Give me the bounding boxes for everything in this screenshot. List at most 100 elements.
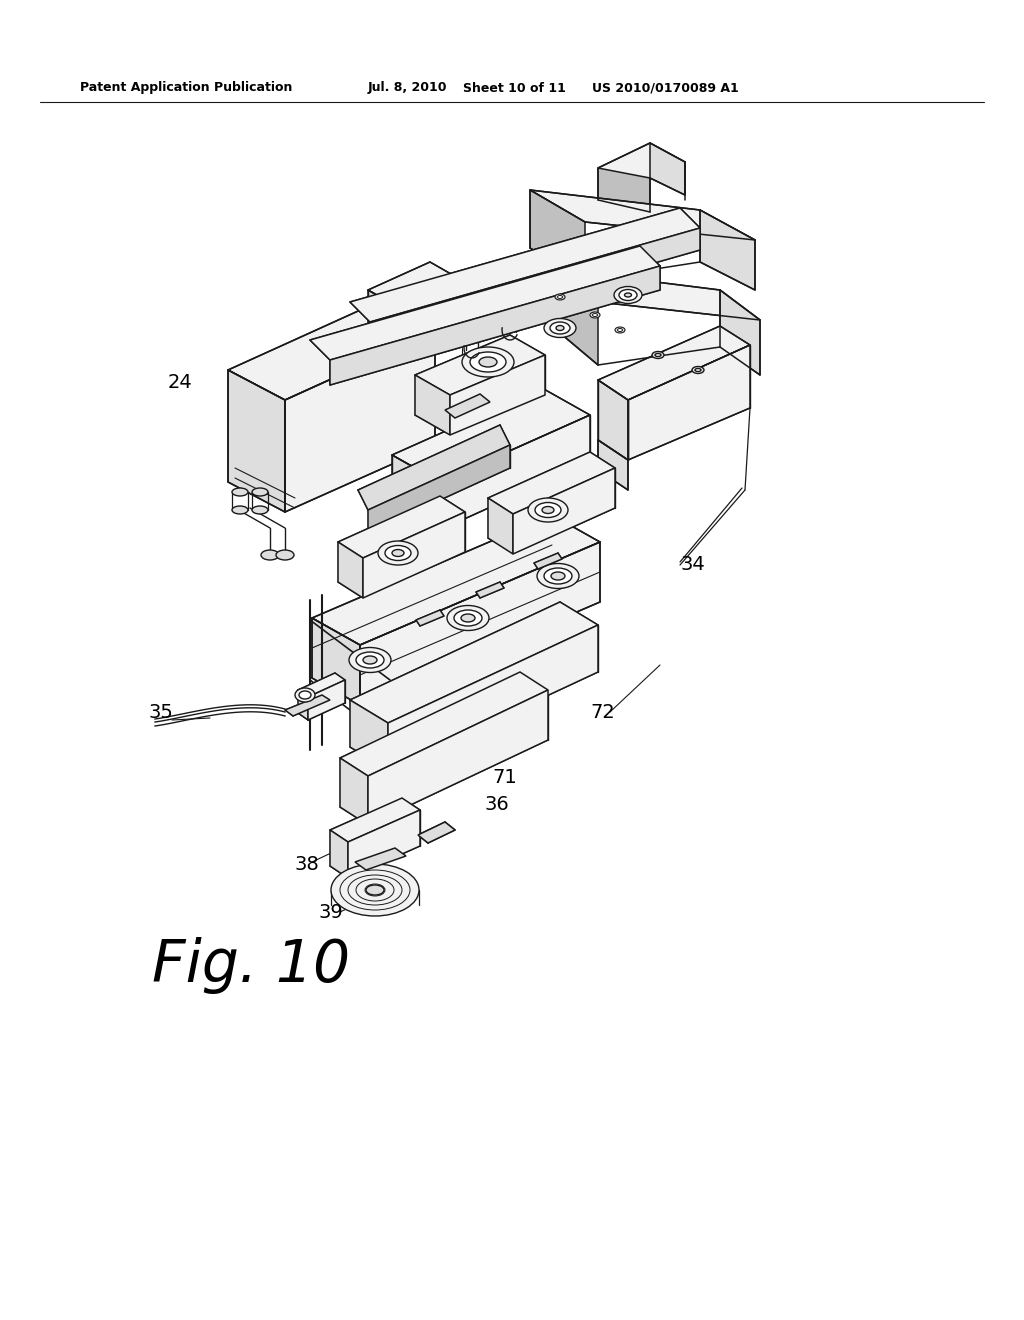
Polygon shape [228, 302, 435, 400]
Polygon shape [308, 680, 345, 719]
Polygon shape [488, 451, 615, 513]
Ellipse shape [385, 545, 411, 561]
Ellipse shape [349, 648, 391, 672]
Polygon shape [362, 512, 465, 598]
Polygon shape [310, 246, 660, 360]
Polygon shape [368, 445, 510, 533]
Text: 72: 72 [590, 704, 614, 722]
Ellipse shape [544, 318, 575, 338]
Text: 24: 24 [168, 374, 193, 392]
Polygon shape [350, 209, 700, 322]
Text: 71: 71 [492, 768, 517, 787]
Polygon shape [534, 553, 562, 569]
Polygon shape [330, 830, 348, 878]
Polygon shape [350, 602, 598, 723]
Polygon shape [392, 388, 590, 482]
Polygon shape [415, 375, 450, 436]
Text: 39: 39 [318, 903, 343, 921]
Ellipse shape [614, 286, 642, 304]
Polygon shape [445, 393, 490, 418]
Polygon shape [312, 515, 600, 645]
Polygon shape [285, 696, 330, 715]
Ellipse shape [378, 541, 418, 565]
Polygon shape [488, 498, 513, 554]
Text: 35: 35 [148, 704, 173, 722]
Polygon shape [416, 610, 444, 626]
Polygon shape [340, 672, 548, 776]
Polygon shape [650, 143, 685, 195]
Ellipse shape [356, 652, 384, 668]
Ellipse shape [232, 506, 248, 513]
Polygon shape [530, 190, 755, 240]
Polygon shape [298, 690, 308, 719]
Ellipse shape [593, 314, 597, 317]
Ellipse shape [362, 656, 377, 664]
Ellipse shape [555, 294, 565, 300]
Polygon shape [450, 355, 545, 436]
Ellipse shape [462, 347, 514, 378]
Polygon shape [340, 758, 368, 825]
Ellipse shape [551, 572, 565, 579]
Ellipse shape [655, 354, 662, 356]
Ellipse shape [542, 507, 554, 513]
Polygon shape [476, 582, 504, 598]
Polygon shape [396, 279, 458, 360]
Ellipse shape [550, 322, 570, 334]
Polygon shape [700, 210, 755, 290]
Polygon shape [368, 690, 548, 825]
Polygon shape [338, 496, 465, 558]
Polygon shape [560, 271, 598, 366]
Text: Jul. 8, 2010: Jul. 8, 2010 [368, 82, 447, 95]
Ellipse shape [556, 326, 564, 330]
Ellipse shape [535, 503, 561, 517]
Text: 36: 36 [485, 795, 510, 814]
Ellipse shape [615, 327, 625, 333]
Ellipse shape [331, 865, 419, 916]
Ellipse shape [276, 550, 294, 560]
Polygon shape [415, 335, 545, 395]
Polygon shape [368, 290, 396, 360]
Text: Patent Application Publication: Patent Application Publication [80, 82, 293, 95]
Polygon shape [388, 624, 598, 770]
Polygon shape [368, 261, 458, 306]
Text: Sheet 10 of 11: Sheet 10 of 11 [463, 82, 566, 95]
Ellipse shape [299, 690, 311, 700]
Ellipse shape [617, 329, 623, 331]
Polygon shape [338, 543, 362, 598]
Polygon shape [355, 847, 406, 870]
Polygon shape [418, 822, 455, 843]
Polygon shape [370, 228, 700, 345]
Polygon shape [285, 333, 435, 512]
Polygon shape [598, 168, 650, 213]
Text: 34: 34 [680, 554, 705, 574]
Polygon shape [560, 271, 760, 319]
Ellipse shape [652, 351, 664, 359]
Ellipse shape [454, 610, 482, 626]
Ellipse shape [557, 296, 562, 298]
Polygon shape [598, 380, 628, 459]
Ellipse shape [252, 488, 268, 496]
Ellipse shape [392, 549, 404, 557]
Polygon shape [720, 290, 760, 375]
Polygon shape [330, 799, 420, 842]
Polygon shape [513, 469, 615, 554]
Ellipse shape [618, 289, 637, 301]
Ellipse shape [470, 352, 506, 372]
Ellipse shape [695, 368, 701, 371]
Polygon shape [330, 267, 660, 385]
Polygon shape [598, 440, 628, 490]
Ellipse shape [544, 568, 572, 583]
Ellipse shape [692, 367, 705, 374]
Polygon shape [392, 455, 440, 531]
Ellipse shape [479, 356, 497, 367]
Ellipse shape [528, 498, 568, 521]
Polygon shape [350, 700, 388, 770]
Ellipse shape [537, 564, 579, 589]
Text: US 2010/0170089 A1: US 2010/0170089 A1 [592, 82, 738, 95]
Ellipse shape [590, 312, 600, 318]
Ellipse shape [625, 293, 632, 297]
Ellipse shape [461, 614, 475, 622]
Polygon shape [358, 425, 510, 510]
Polygon shape [440, 414, 590, 531]
Ellipse shape [295, 688, 315, 702]
